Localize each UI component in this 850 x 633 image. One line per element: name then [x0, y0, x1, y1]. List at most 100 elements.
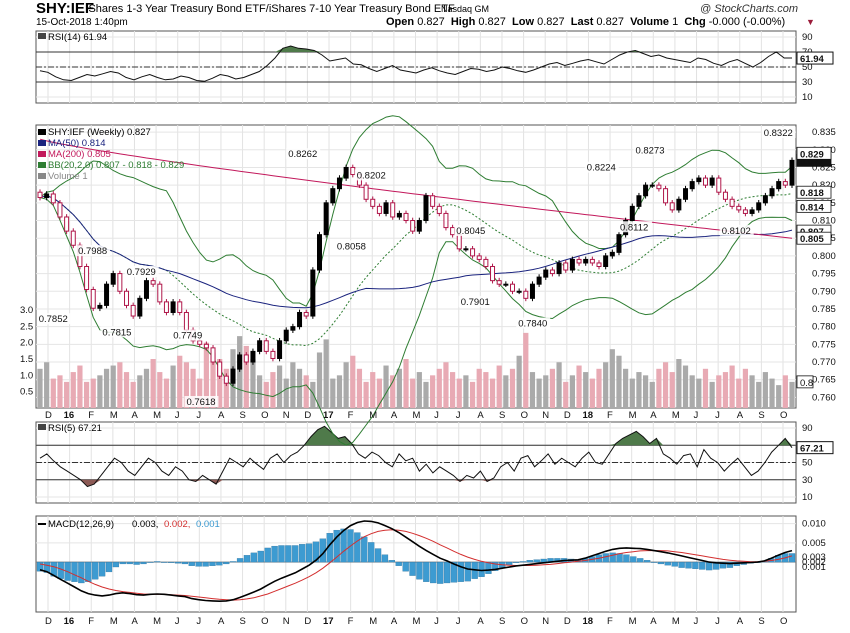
rsi14-legend: RSI(14) 61.94	[48, 32, 107, 43]
volume-bar	[509, 368, 516, 408]
volume-bar	[682, 365, 689, 408]
x-axis-label: S	[499, 616, 505, 627]
x-axis-label: S	[499, 410, 505, 421]
rsi5-legend: RSI(5) 67.21	[48, 423, 102, 434]
macd-histogram-bar	[706, 561, 713, 571]
x-axis-label: M	[413, 616, 421, 627]
volume-bar	[103, 368, 110, 408]
volume-bar	[696, 378, 702, 408]
price-candle	[742, 209, 748, 214]
macd-histogram-bar	[423, 561, 430, 582]
macd-histogram-bar	[133, 561, 140, 565]
macd-histogram-bar	[112, 561, 120, 568]
price-candle	[163, 301, 169, 313]
low-label: Low	[512, 16, 535, 28]
macd-histogram-bar	[161, 561, 168, 563]
price-annotation-bg	[286, 148, 321, 160]
volume-bar	[756, 381, 762, 408]
price-candle	[104, 283, 110, 306]
price-legend-volume-swatch	[38, 173, 46, 179]
volume-bar	[629, 378, 635, 408]
x-axis-label: M	[110, 616, 118, 627]
x-axis-label: F	[348, 410, 354, 421]
volume-label: Volume	[630, 16, 669, 28]
volume-bar	[623, 368, 629, 408]
price-candle	[223, 375, 229, 384]
x-axis-label: D	[564, 410, 571, 421]
price-candle	[782, 181, 788, 186]
macd-histogram-bar	[271, 545, 278, 563]
volume-bar	[83, 381, 90, 408]
x-axis-label: A	[131, 616, 138, 627]
volume-bar	[616, 355, 622, 408]
price-candle	[370, 198, 376, 207]
macd-histogram-bar	[202, 561, 209, 567]
macd-histogram-bar	[285, 545, 292, 563]
macd-histogram-bar	[195, 561, 202, 567]
x-axis-label: O	[780, 410, 787, 421]
macd-histogram-bar	[181, 561, 189, 565]
volume-bar	[237, 336, 243, 408]
volume-bar	[676, 359, 682, 408]
volume-bar	[496, 365, 502, 408]
price-candle	[137, 297, 143, 317]
price-annotation-bg	[516, 317, 551, 329]
price-candle	[736, 205, 742, 211]
price-tick-label: 0.780	[812, 322, 836, 333]
volume-last-box	[796, 375, 814, 389]
x-axis-label: 16	[64, 410, 75, 421]
macd-histogram-bar	[264, 547, 271, 563]
volume-bar	[563, 381, 569, 408]
quote-datetime: 15-Oct-2018 1:40pm	[36, 17, 128, 28]
volume-bar	[137, 375, 143, 408]
volume-bar	[662, 362, 669, 408]
price-tick-label: 0.785	[812, 304, 836, 315]
price-legend-ma50: MA(50) 0.814	[48, 138, 106, 149]
price-candle	[270, 350, 276, 359]
macd-histogram-bar	[526, 560, 533, 563]
macd-histogram-bar	[174, 561, 182, 564]
macd-histogram-bar	[147, 561, 154, 563]
price-candle	[583, 258, 589, 264]
price-candle	[290, 326, 296, 331]
price-annotation-bg	[584, 161, 619, 173]
volume-bar	[250, 359, 256, 408]
volume-bar	[450, 372, 456, 408]
rsi5-tick-label: 10	[802, 492, 813, 503]
volume-bar	[476, 368, 482, 408]
brand-label[interactable]: @ StockCharts.com	[700, 3, 798, 15]
x-axis-label: J	[715, 410, 720, 421]
rsi5-tick-label: 30	[802, 475, 813, 486]
macd-histogram-bar	[223, 561, 230, 565]
x-axis-label: F	[348, 616, 354, 627]
price-candle	[696, 177, 702, 183]
price-candle	[483, 258, 489, 267]
x-axis-label: J	[715, 616, 720, 627]
price-candle	[403, 212, 409, 222]
x-axis-label: A	[650, 616, 657, 627]
price-candle	[776, 181, 782, 190]
volume-bar	[197, 378, 203, 408]
macd-histogram-bar	[692, 561, 699, 569]
x-axis-label: O	[261, 410, 268, 421]
price-candle	[230, 368, 236, 384]
volume-bar	[163, 378, 170, 408]
volume-bar	[396, 368, 402, 408]
price-legend-ma200: MA(200) 0.805	[48, 149, 111, 160]
macd-histogram-bar	[230, 561, 237, 563]
volume-bar	[157, 372, 163, 408]
volume-bar	[776, 385, 782, 408]
price-candle	[716, 177, 722, 193]
rsi14-last-value: 61.94	[800, 54, 824, 65]
macd-histogram-bar	[664, 561, 671, 566]
price-candle	[170, 301, 176, 313]
price-annotation: 0.8322	[764, 128, 793, 139]
macd-histogram-bar	[278, 545, 285, 563]
price-candle	[277, 340, 283, 359]
price-legend-ma200-swatch	[38, 151, 46, 157]
security-name: iShares 1-3 Year Treasury Bond ETF/iShar…	[86, 3, 455, 15]
volume-bar	[549, 368, 556, 408]
price-annotation: 0.7901	[461, 297, 490, 308]
price-legend-bb: BB(20,2.0) 0.807 - 0.818 - 0.829	[48, 160, 184, 171]
